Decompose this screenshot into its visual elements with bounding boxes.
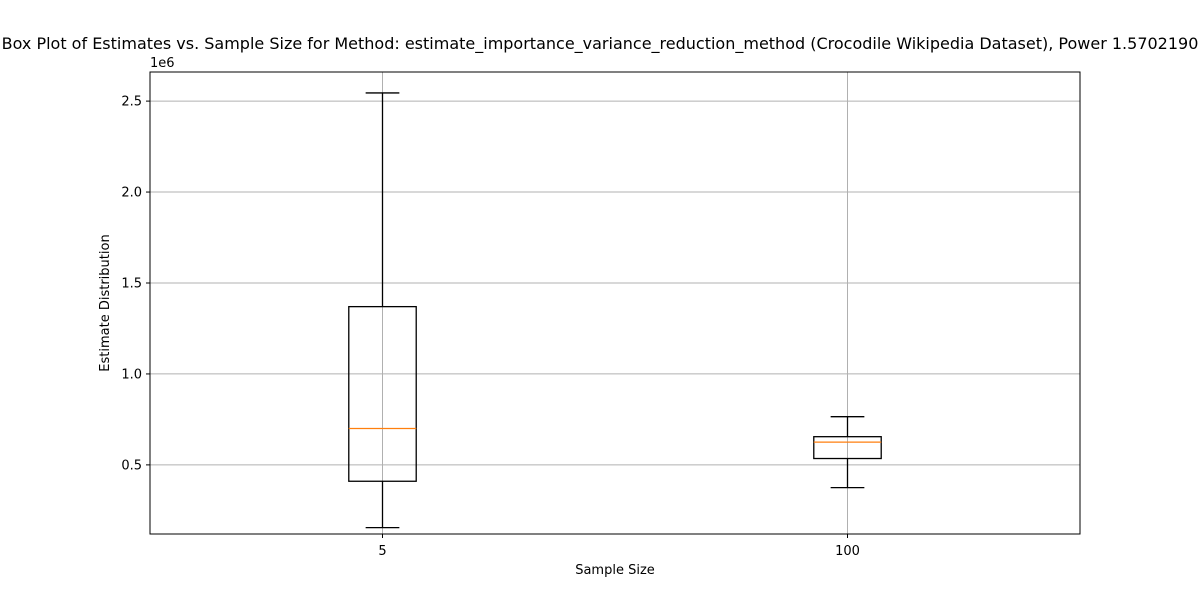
box-100 xyxy=(813,416,882,489)
x-axis-ticks: 5 100 xyxy=(378,534,860,559)
x-tick-label: 100 xyxy=(835,544,860,559)
plot-area-frame xyxy=(149,71,1081,535)
box-series xyxy=(348,92,882,529)
x-tick-label: 5 xyxy=(378,544,386,559)
grid-lines xyxy=(150,72,1080,534)
y-tick-label: 2.5 xyxy=(121,95,142,110)
y-tick-label: 0.5 xyxy=(121,458,142,473)
y-axis-ticks: 0.5 1.0 1.5 2.0 2.5 xyxy=(121,95,150,473)
y-offset-label: 1e6 xyxy=(150,56,175,71)
y-axis-label: Estimate Distribution xyxy=(98,234,113,371)
iqr-box xyxy=(813,436,882,460)
box-5 xyxy=(348,92,417,529)
chart-title: Box Plot of Estimates vs. Sample Size fo… xyxy=(2,34,1199,54)
y-tick-label: 2.0 xyxy=(121,186,142,201)
y-tick-label: 1.5 xyxy=(121,276,142,291)
y-tick-label: 1.0 xyxy=(121,367,142,382)
iqr-box xyxy=(348,305,417,482)
x-axis-label: Sample Size xyxy=(575,563,655,578)
